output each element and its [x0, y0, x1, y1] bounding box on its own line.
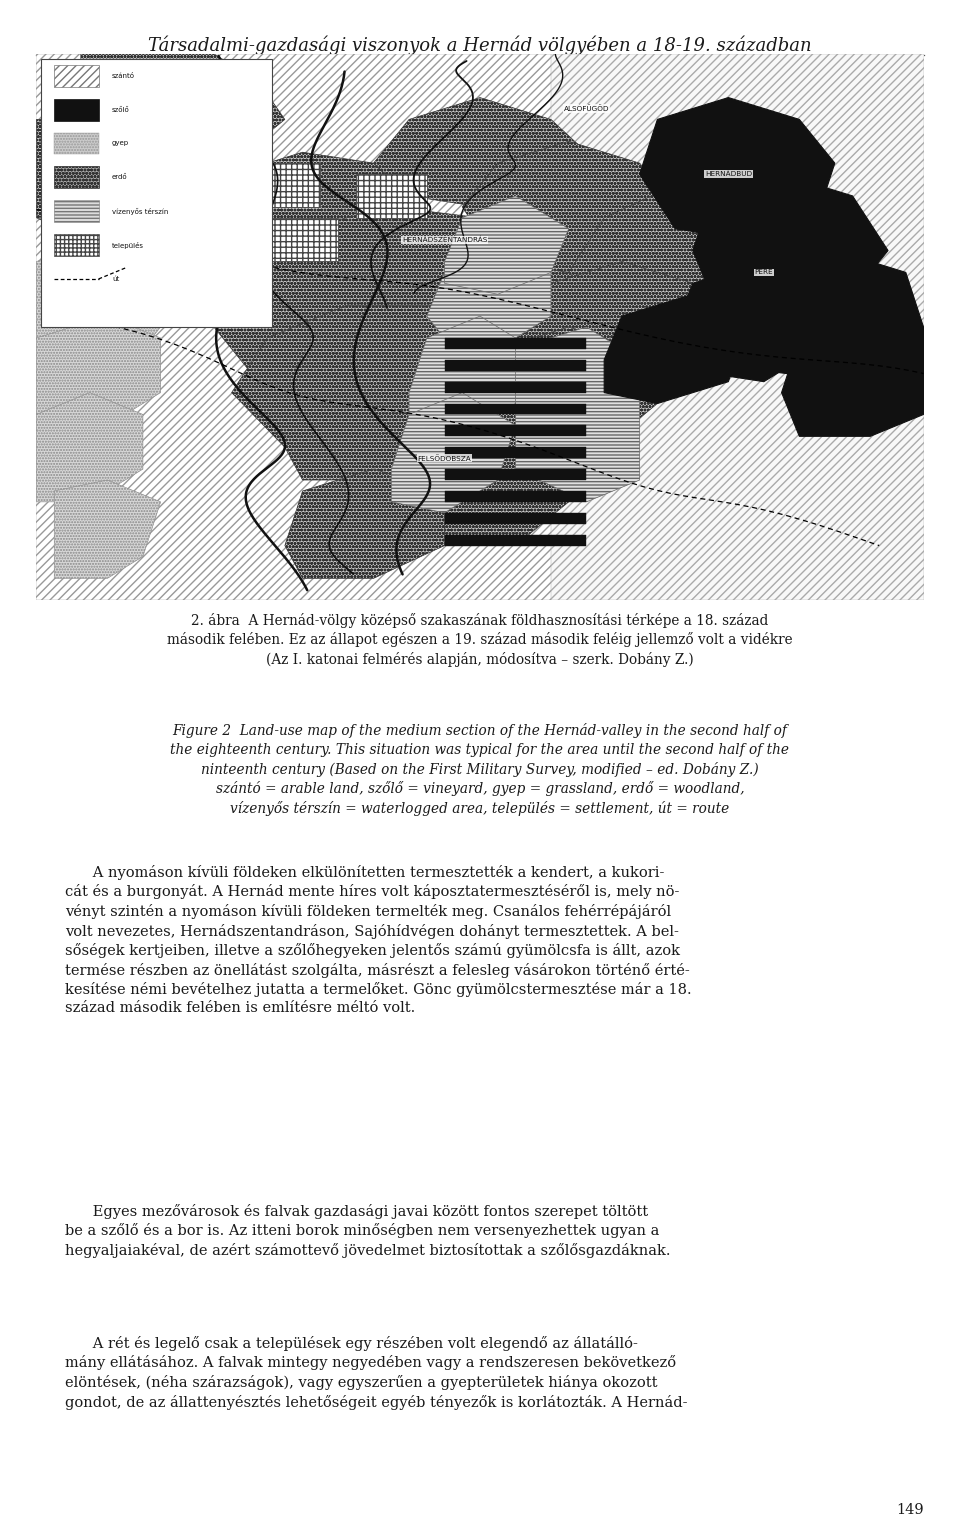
- Bar: [54, 166, 99, 188]
- Polygon shape: [267, 217, 338, 262]
- Polygon shape: [444, 425, 587, 437]
- Bar: [54, 132, 99, 154]
- Polygon shape: [81, 54, 285, 174]
- Polygon shape: [781, 315, 924, 437]
- Polygon shape: [524, 262, 710, 392]
- Polygon shape: [604, 294, 746, 403]
- Text: település: település: [112, 242, 144, 249]
- Polygon shape: [373, 97, 587, 206]
- Bar: [54, 200, 99, 222]
- Text: A rét és legelő csak a települések egy részében volt elegendő az állatálló-
mány: A rét és legelő csak a települések egy r…: [65, 1336, 687, 1410]
- Polygon shape: [516, 328, 639, 502]
- Polygon shape: [36, 240, 179, 360]
- Polygon shape: [444, 534, 587, 546]
- Polygon shape: [108, 217, 302, 328]
- Text: Egyes mezővárosok és falvak gazdasági javai között fontos szerepet töltött
be a : Egyes mezővárosok és falvak gazdasági ja…: [65, 1203, 671, 1257]
- Polygon shape: [675, 262, 817, 382]
- Polygon shape: [444, 360, 587, 371]
- Text: út: út: [112, 275, 119, 282]
- Text: szőlő: szőlő: [112, 106, 130, 112]
- Text: 149: 149: [896, 1504, 924, 1517]
- Text: vízenyős térszín: vízenyős térszín: [112, 208, 168, 215]
- Polygon shape: [444, 469, 587, 480]
- Polygon shape: [409, 315, 533, 437]
- Polygon shape: [36, 392, 143, 502]
- Polygon shape: [444, 382, 587, 392]
- Polygon shape: [444, 403, 587, 414]
- Polygon shape: [568, 185, 781, 315]
- Text: A nyomáson kívüli földeken elkülönítetten termesztették a kendert, a kukori-
cát: A nyomáson kívüli földeken elkülönítette…: [65, 865, 692, 1016]
- Bar: [54, 98, 99, 120]
- Text: Figure 2  Land-use map of the medium section of the Hernád-valley in the second : Figure 2 Land-use map of the medium sect…: [171, 723, 789, 816]
- Text: gyep: gyep: [112, 140, 129, 146]
- Polygon shape: [463, 142, 675, 272]
- Polygon shape: [285, 469, 444, 579]
- Polygon shape: [444, 339, 587, 349]
- Text: HERNÁDBÜD: HERNÁDBÜD: [705, 171, 752, 177]
- Polygon shape: [639, 97, 835, 240]
- Text: szántó: szántó: [112, 72, 134, 78]
- Polygon shape: [214, 206, 587, 437]
- Polygon shape: [746, 251, 924, 382]
- Polygon shape: [693, 174, 888, 315]
- Text: HERNÁDSZENTANDRÁS: HERNÁDSZENTANDRÁS: [402, 237, 488, 243]
- Polygon shape: [392, 425, 568, 546]
- Text: PERE: PERE: [755, 269, 773, 275]
- Polygon shape: [551, 54, 924, 600]
- Polygon shape: [231, 305, 516, 480]
- Polygon shape: [356, 174, 427, 217]
- Text: Társadalmi-gazdasági viszonyok a Hernád völgyében a 18-19. században: Társadalmi-gazdasági viszonyok a Hernád …: [148, 35, 812, 55]
- Polygon shape: [196, 152, 409, 283]
- Polygon shape: [480, 328, 658, 459]
- Bar: [54, 234, 99, 255]
- Polygon shape: [36, 315, 160, 425]
- Polygon shape: [444, 448, 587, 459]
- Text: 2. ábra  A Hernád-völgy középső szakaszának földhasznosítási térképe a 18. száza: 2. ábra A Hernád-völgy középső szakaszán…: [167, 613, 793, 666]
- Polygon shape: [444, 195, 568, 294]
- Polygon shape: [36, 120, 179, 234]
- Polygon shape: [444, 512, 587, 523]
- Text: CSOBÁD: CSOBÁD: [216, 312, 247, 320]
- Bar: [54, 65, 99, 86]
- Text: INÁNCS: INÁNCS: [182, 242, 210, 248]
- Bar: [41, 60, 272, 328]
- Polygon shape: [54, 480, 160, 579]
- Text: erdő: erdő: [112, 174, 128, 180]
- Polygon shape: [444, 491, 587, 502]
- Polygon shape: [250, 163, 321, 206]
- Polygon shape: [36, 54, 924, 600]
- Text: ALSÓFÜGÖD: ALSÓFÜGÖD: [564, 105, 610, 112]
- Polygon shape: [427, 251, 551, 349]
- Text: FELSŐDOBSZA: FELSŐDOBSZA: [418, 454, 471, 462]
- Polygon shape: [392, 392, 516, 512]
